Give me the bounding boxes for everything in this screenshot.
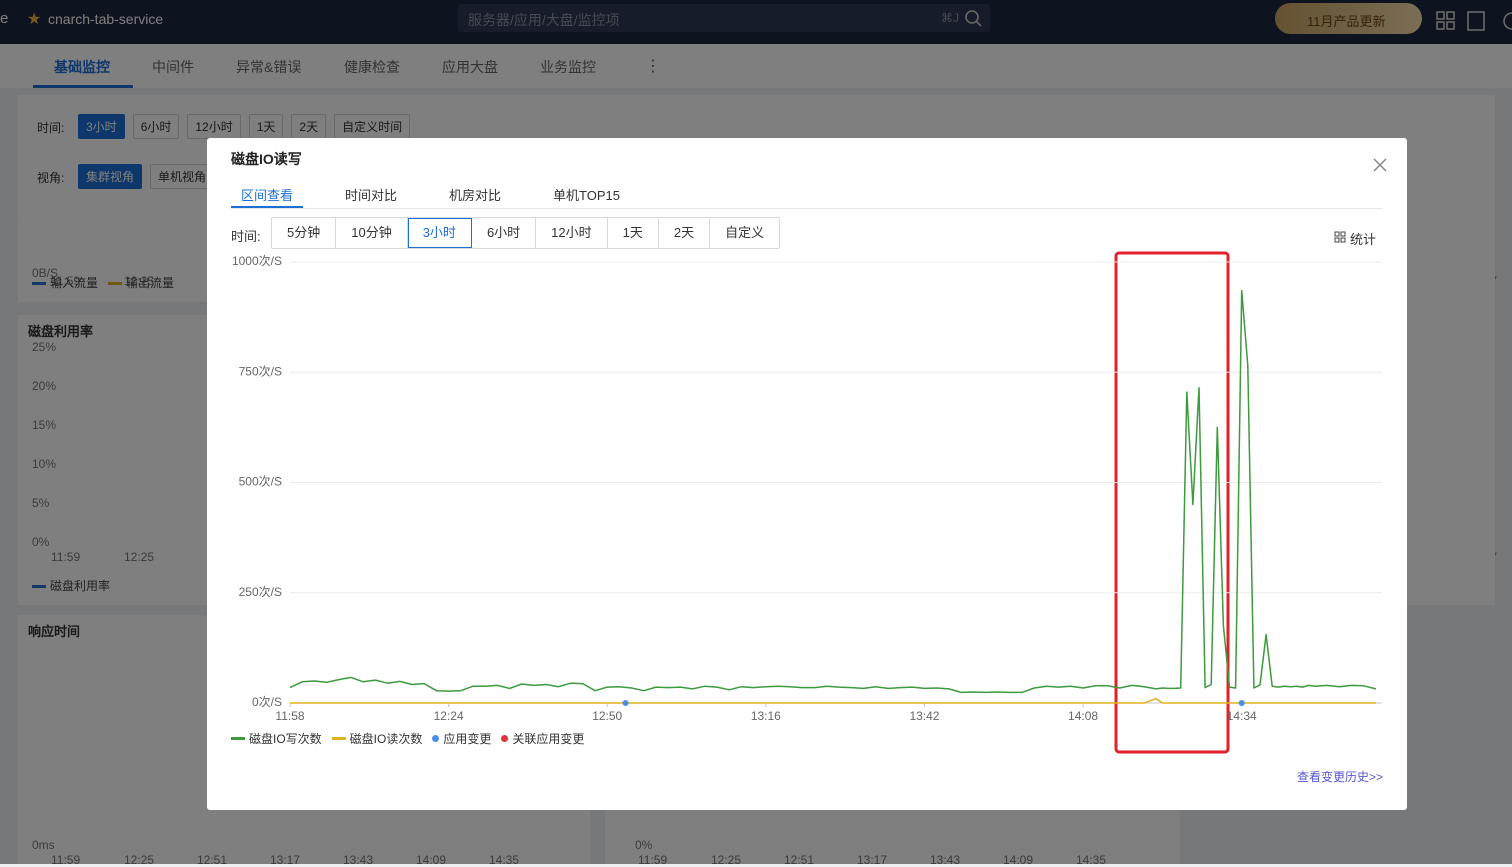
legend-dot xyxy=(432,735,440,742)
time-option[interactable]: 1天 xyxy=(608,218,659,248)
time-option[interactable]: 2天 xyxy=(659,218,711,248)
time-option[interactable]: 6小时 xyxy=(472,218,537,248)
legend-text: 磁盘IO读次数 xyxy=(349,732,423,746)
stats-button[interactable]: 统计 xyxy=(1350,232,1377,247)
modal-tab[interactable]: 时间对比 xyxy=(345,188,398,203)
tab-divider xyxy=(231,208,1383,209)
legend-swatch xyxy=(331,737,346,740)
legend-text: 磁盘IO写次数 xyxy=(249,732,322,746)
legend-text: 关联应用变更 xyxy=(512,732,585,746)
time-option[interactable]: 自定义 xyxy=(725,225,765,240)
legend-item[interactable]: 磁盘IO读次数 xyxy=(331,730,423,747)
time-option[interactable]: 5分钟 xyxy=(272,218,337,248)
legend-item[interactable]: 磁盘IO写次数 xyxy=(231,730,322,747)
time-options: 5分钟 10分钟 3小时 6小时 12小时 1天 2天 自定义 xyxy=(271,217,781,249)
legend-text: 应用变更 xyxy=(443,732,492,746)
legend-item[interactable]: 应用变更 xyxy=(432,730,491,747)
legend: 磁盘IO写次数 磁盘IO读次数 应用变更 关联应用变更 xyxy=(231,730,584,747)
time-option[interactable]: 10分钟 xyxy=(336,218,408,248)
legend-item[interactable]: 关联应用变更 xyxy=(501,730,584,747)
modal-title: 磁盘IO读写 xyxy=(231,151,302,167)
legend-swatch xyxy=(231,737,245,740)
time-option[interactable]: 3小时 xyxy=(407,218,472,248)
modal-tab[interactable]: 机房对比 xyxy=(449,188,502,203)
modal-tab[interactable]: 单机TOP15 xyxy=(553,188,620,203)
modal-tab[interactable]: 区间查看 xyxy=(241,188,294,203)
history-link[interactable]: 查看变更历史>> xyxy=(1296,770,1383,784)
close-button[interactable] xyxy=(1373,158,1387,172)
legend-dot xyxy=(501,735,509,742)
stats-icon xyxy=(1334,231,1346,243)
time-label: 时间: xyxy=(231,229,261,244)
modal-tab-underline xyxy=(231,206,303,208)
time-option[interactable]: 12小时 xyxy=(536,218,608,248)
